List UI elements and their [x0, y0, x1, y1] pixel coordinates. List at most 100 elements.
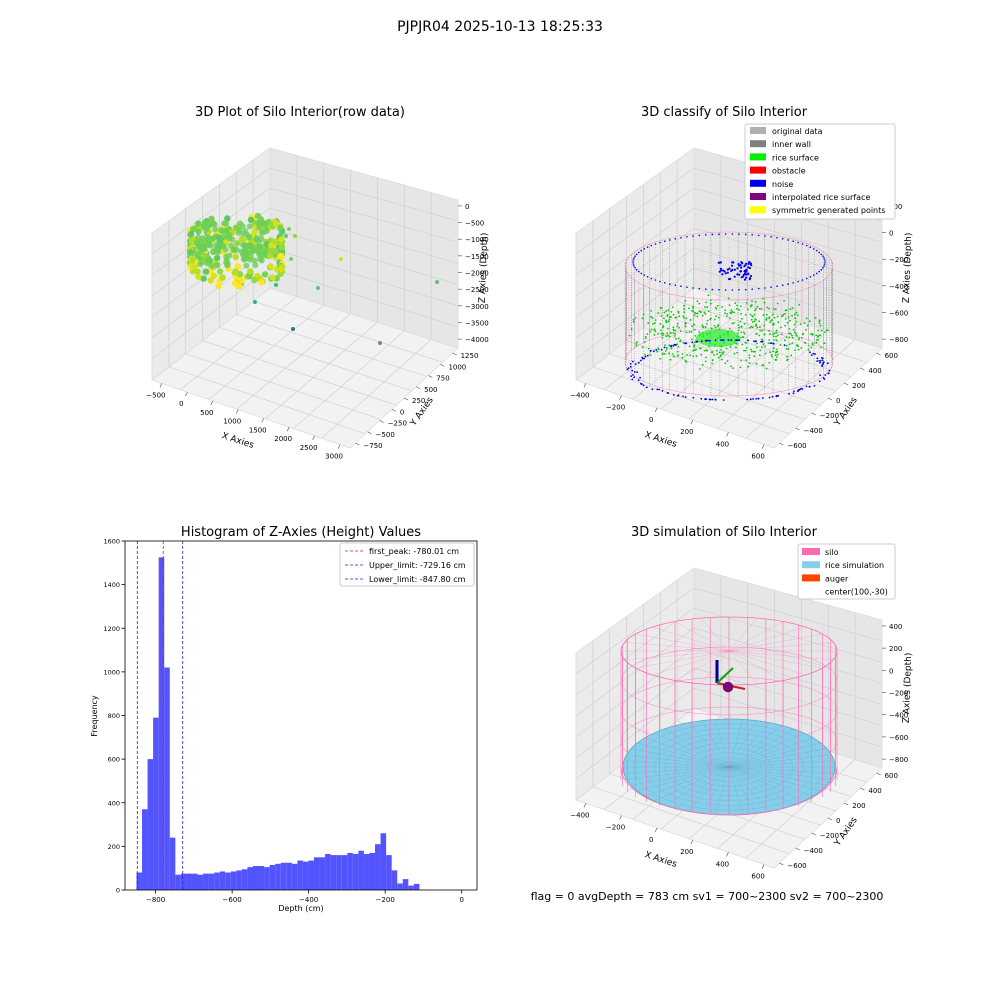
- chart1-y-ticks: −750 −500 −250 0 250 500 750 1000 1250: [355, 352, 478, 450]
- rice-point: [678, 315, 681, 318]
- rice-point: [676, 322, 679, 325]
- noise-point: [685, 342, 688, 345]
- rice-point: [788, 332, 791, 335]
- noise-point: [745, 262, 748, 265]
- noise-point: [660, 348, 663, 351]
- noise-point: [798, 388, 801, 391]
- rice-point: [661, 353, 664, 356]
- rice-point: [775, 339, 778, 342]
- rice-point: [737, 329, 740, 332]
- x-tick-mark: [337, 444, 341, 449]
- rice-point: [783, 300, 785, 302]
- wall-top-point: [711, 288, 714, 291]
- y-tick-mark: [860, 787, 865, 791]
- rice-point: [688, 307, 690, 310]
- rice-point: [706, 323, 708, 325]
- rice-point: [775, 331, 778, 334]
- rice-point: [696, 315, 699, 318]
- rice-point: [793, 323, 796, 326]
- rice-point: [798, 303, 800, 306]
- cloud-point: [251, 229, 258, 236]
- y-tick-mark: [452, 352, 457, 356]
- histogram-bar: [203, 873, 209, 890]
- histogram-bar: [352, 854, 359, 890]
- cloud-point: [200, 223, 207, 230]
- rice-point: [737, 332, 739, 334]
- rice-point: [789, 319, 791, 322]
- rice-point: [730, 309, 733, 312]
- rice-point: [743, 349, 745, 352]
- rice-point: [756, 305, 759, 308]
- wall-top-point: [792, 240, 794, 242]
- rice-point: [737, 324, 740, 327]
- histogram-bar: [280, 862, 287, 890]
- rice-mesh-spoke: [637, 742, 730, 768]
- wall-top-point: [634, 255, 636, 257]
- legend-label: Lower_limit: -847.80 cm: [369, 575, 466, 584]
- rice-point: [744, 341, 747, 344]
- rice-point: [770, 354, 773, 356]
- chart3-x-ticks: −800 −600 −400 −200 0: [146, 890, 464, 904]
- rice-point: [731, 311, 734, 313]
- noise-point: [801, 388, 804, 390]
- rice-point: [802, 332, 805, 335]
- histogram-bar: [291, 863, 298, 890]
- chart4-grid-x: [745, 612, 856, 859]
- rice-point: [784, 318, 787, 320]
- rice-point: [765, 313, 768, 316]
- cloud-point: [263, 228, 270, 235]
- x-tick-label: −400: [299, 896, 318, 904]
- cloud-point: [236, 227, 243, 233]
- rice-point: [755, 319, 757, 321]
- histogram-bar: [258, 866, 265, 890]
- rice-point: [654, 322, 656, 324]
- noise-point: [700, 340, 703, 343]
- cloud-point: [240, 230, 247, 237]
- wall-top-point: [635, 268, 638, 271]
- rice-point: [659, 357, 661, 360]
- rice-mesh-spoke: [728, 722, 770, 768]
- noise-point: [656, 388, 659, 391]
- noise-point: [677, 394, 679, 397]
- z-tick-label: −600: [889, 309, 908, 317]
- legend-label: rice surface: [772, 153, 819, 162]
- x-tick-label: 200: [680, 848, 693, 856]
- rice-point: [694, 341, 696, 344]
- chart3-title: Histogram of Z-Axies (Height) Values: [181, 525, 421, 540]
- z-tick-label: 200: [889, 645, 902, 653]
- noise-point: [821, 364, 823, 367]
- rice-point: [819, 324, 822, 327]
- wall-top-point: [650, 277, 653, 280]
- noise-point: [645, 386, 648, 389]
- x-tick-mark: [286, 426, 290, 432]
- legend-swatch: [750, 206, 766, 214]
- histogram-bar: [269, 864, 276, 890]
- rice-point: [784, 312, 786, 315]
- wall-top-point: [776, 237, 778, 239]
- histogram-bar: [347, 852, 353, 890]
- cloud-point: [258, 230, 265, 236]
- wall-top-point: [809, 276, 812, 278]
- chart1-outliers: [253, 227, 439, 345]
- wall-top-point: [634, 267, 636, 269]
- rice-point: [650, 315, 652, 318]
- chart2-grid-y: [643, 184, 836, 392]
- rice-point: [652, 323, 654, 325]
- silo-top-spoke: [624, 650, 730, 660]
- rice-point: [716, 304, 719, 307]
- noise-point: [747, 272, 750, 275]
- wall-top-point: [801, 243, 804, 245]
- rice-point: [704, 326, 707, 328]
- noise-point: [722, 399, 725, 401]
- noise-point: [826, 362, 829, 365]
- rice-point: [739, 320, 742, 323]
- rice-point: [731, 322, 734, 325]
- rice-point: [763, 333, 766, 336]
- rice-point: [726, 313, 729, 315]
- rice-point: [693, 328, 696, 331]
- rice-mesh-spoke: [728, 766, 805, 802]
- rice-point: [785, 336, 788, 339]
- rice-mesh-spoke: [728, 766, 835, 774]
- rice-point: [683, 304, 685, 307]
